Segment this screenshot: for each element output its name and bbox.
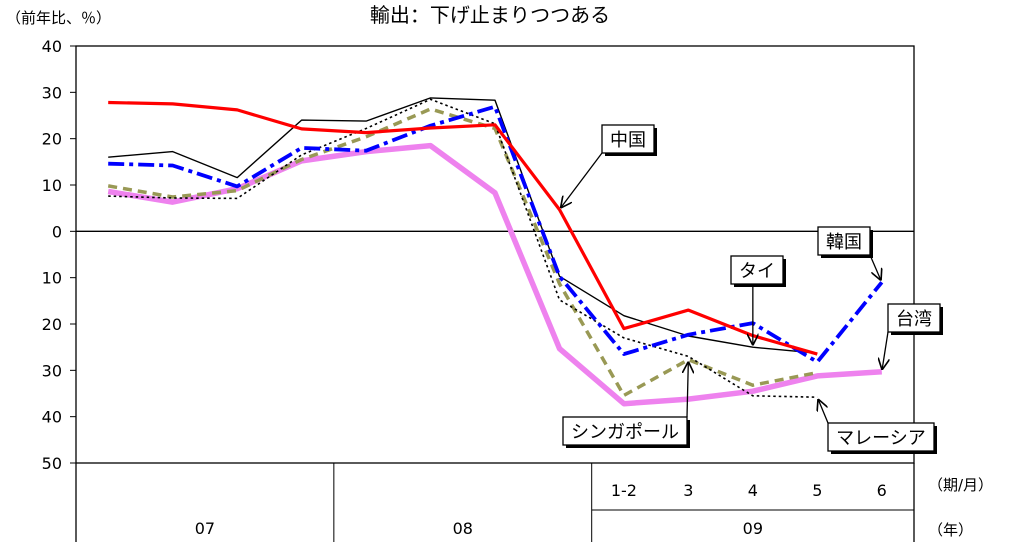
y-tick-label: 40	[42, 37, 62, 56]
x-year-unit-label: （年）	[928, 521, 973, 539]
x-period-unit-label: （期/月）	[928, 476, 993, 494]
annotation-arrow	[561, 153, 602, 207]
annotation-arrow	[687, 363, 688, 417]
series-line	[108, 99, 817, 397]
y-tick-label: 30	[42, 361, 62, 380]
y-tick-label: 30	[42, 83, 62, 102]
y-tick-label: 40	[42, 408, 62, 427]
series-lines	[108, 98, 882, 404]
y-axis-unit-label: （前年比、％）	[6, 9, 111, 27]
x-month-label: 6	[877, 481, 887, 500]
annotation-arrow	[818, 400, 828, 423]
y-tick-label: 10	[42, 269, 62, 288]
series-line	[108, 109, 817, 395]
annotation-arrow	[882, 332, 888, 369]
y-tick-label: 20	[42, 130, 62, 149]
series-line	[108, 107, 882, 362]
x-month-label: 4	[748, 481, 758, 500]
annotation-label: マレーシア	[836, 428, 926, 449]
annotation-label: 台湾	[896, 309, 932, 330]
x-month-label: 1-2	[611, 481, 637, 500]
series-line	[108, 98, 817, 353]
y-tick-label: 10	[42, 176, 62, 195]
annotation-label: タイ	[739, 261, 775, 282]
x-month-label: 3	[683, 481, 693, 500]
y-tick-label: 50	[42, 454, 62, 473]
series-line	[108, 103, 817, 355]
annotation-label: 中国	[610, 130, 646, 151]
chart-title: 輸出：下げ止まりつつある	[370, 3, 610, 27]
x-year-label: 07	[195, 519, 215, 538]
x-year-label: 09	[743, 519, 763, 538]
x-month-label: 5	[812, 481, 822, 500]
annotation-label: 韓国	[826, 232, 862, 253]
annotation-arrow	[870, 255, 881, 280]
y-tick-label: 0	[52, 222, 62, 241]
plot-frame	[76, 46, 914, 463]
annotation-label: シンガポール	[571, 422, 679, 443]
y-tick-label: 20	[42, 315, 62, 334]
x-year-label: 08	[453, 519, 473, 538]
